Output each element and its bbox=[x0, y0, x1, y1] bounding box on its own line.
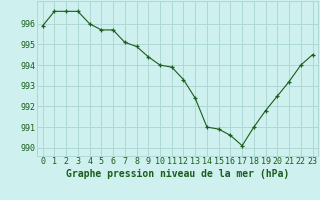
X-axis label: Graphe pression niveau de la mer (hPa): Graphe pression niveau de la mer (hPa) bbox=[66, 169, 289, 179]
